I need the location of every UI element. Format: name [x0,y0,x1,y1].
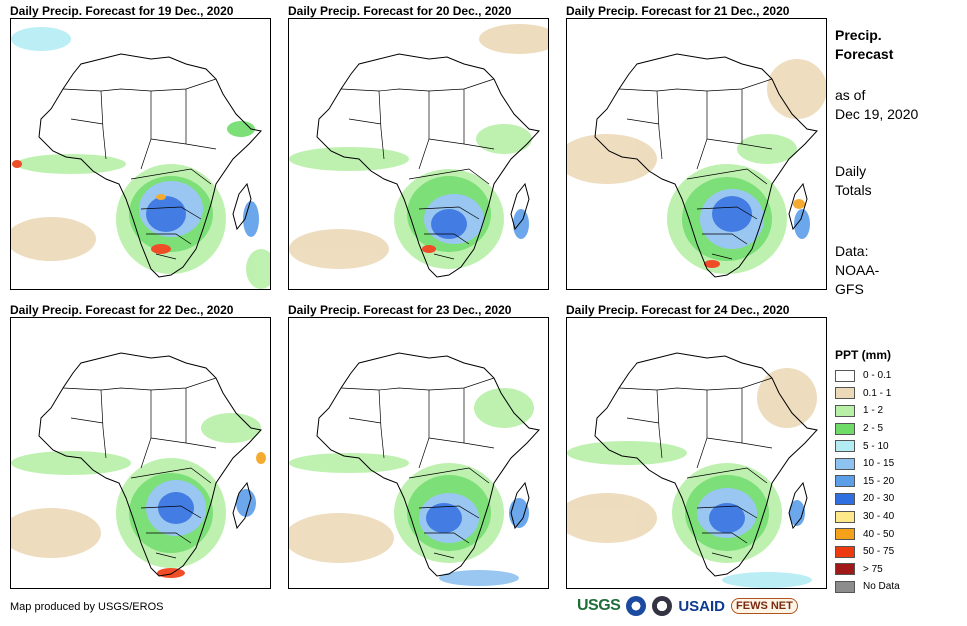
forecast-panel-dec21: Daily Precip. Forecast for 21 Dec., 2020 [566,4,827,290]
legend-item: 10 - 15 [835,455,900,473]
legend-swatch [835,510,855,523]
legend-item: No Data [835,578,900,596]
precip-map [566,18,827,290]
legend-swatch [835,492,855,505]
legend-swatch [835,545,855,558]
map-credit: Map produced by USGS/EROS [10,601,164,613]
precip-map [288,18,549,290]
seal-icon [652,596,673,616]
legend-label: 10 - 15 [863,458,895,470]
precip-map [10,317,271,589]
side-totals: Daily Totals [835,162,872,200]
legend-label: 0 - 0.1 [863,370,892,382]
panel-title: Daily Precip. Forecast for 19 Dec., 2020 [10,4,234,18]
legend-swatch [835,528,855,541]
forecast-panel-dec24: Daily Precip. Forecast for 24 Dec., 2020 [566,303,827,589]
fews-net-logo: FEWS NET [731,598,798,614]
side-asof: as of Dec 19, 2020 [835,86,918,124]
side-totals-line1: Daily [835,163,867,179]
legend-item: > 75 [835,561,900,579]
side-totals-line2: Totals [835,182,872,198]
forecast-panel-dec20: Daily Precip. Forecast for 20 Dec., 2020 [288,4,549,290]
legend-swatch [835,475,855,488]
side-data-line1: Data: [835,243,869,259]
legend-item: 1 - 2 [835,402,900,420]
legend-item: 20 - 30 [835,490,900,508]
side-title: Precip. Forecast [835,26,893,64]
legend-swatch [835,387,855,400]
legend-swatch [835,563,855,576]
legend-label: No Data [863,581,900,593]
legend-label: 40 - 50 [863,528,895,540]
legend-item: 15 - 20 [835,473,900,491]
legend-swatch [835,422,855,435]
usgs-logo: USGS [577,597,621,614]
panel-title: Daily Precip. Forecast for 21 Dec., 2020 [566,4,790,18]
panel-title: Daily Precip. Forecast for 22 Dec., 2020 [10,303,234,317]
side-title-line1: Precip. [835,27,882,43]
partner-logos: USGS USAID FEWS NET [577,596,798,616]
legend-swatch [835,580,855,593]
legend-item: 5 - 10 [835,437,900,455]
legend-label: 0.1 - 1 [863,387,892,399]
forecast-panel-dec23: Daily Precip. Forecast for 23 Dec., 2020 [288,303,549,589]
side-asof-line2: Dec 19, 2020 [835,106,919,122]
legend-item: 40 - 50 [835,525,900,543]
panel-title: Daily Precip. Forecast for 20 Dec., 2020 [288,4,512,18]
side-data-source: Data: NOAA- GFS [835,242,879,299]
forecast-panel-dec19: Daily Precip. Forecast for 19 Dec., 2020 [10,4,271,290]
legend-label: 2 - 5 [863,423,884,435]
legend-label: 15 - 20 [863,475,895,487]
forecast-panel-dec22: Daily Precip. Forecast for 22 Dec., 2020 [10,303,271,589]
legend-label: 1 - 2 [863,405,884,417]
legend-label: 50 - 75 [863,546,895,558]
side-title-line2: Forecast [835,46,894,62]
precip-map [10,18,271,290]
legend-title: PPT (mm) [835,348,892,362]
precip-map [566,317,827,589]
side-data-line3: GFS [835,281,864,297]
legend-rows: 0 - 0.1 0.1 - 1 1 - 2 2 - 5 5 - 10 10 - 15 15 … [835,367,900,596]
precip-map [288,317,549,589]
legend-item: 0 - 0.1 [835,367,900,385]
legend-item: 0.1 - 1 [835,385,900,403]
legend-item: 30 - 40 [835,508,900,526]
legend-label: 20 - 30 [863,493,895,505]
panel-title: Daily Precip. Forecast for 24 Dec., 2020 [566,303,790,317]
side-data-line2: NOAA- [835,262,880,278]
side-asof-line1: as of [835,87,866,103]
ppt-legend: PPT (mm) 0 - 0.1 0.1 - 1 1 - 2 2 - 5 5 - 10 1… [835,348,900,596]
legend-label: > 75 [863,563,883,575]
usaid-logo: USAID [678,597,726,615]
legend-swatch [835,404,855,417]
legend-swatch [835,457,855,470]
legend-label: 30 - 40 [863,511,895,523]
legend-item: 2 - 5 [835,420,900,438]
panel-title: Daily Precip. Forecast for 23 Dec., 2020 [288,303,512,317]
legend-swatch [835,369,855,382]
legend-item: 50 - 75 [835,543,900,561]
noaa-logo [626,596,647,616]
legend-swatch [835,440,855,453]
legend-label: 5 - 10 [863,440,889,452]
